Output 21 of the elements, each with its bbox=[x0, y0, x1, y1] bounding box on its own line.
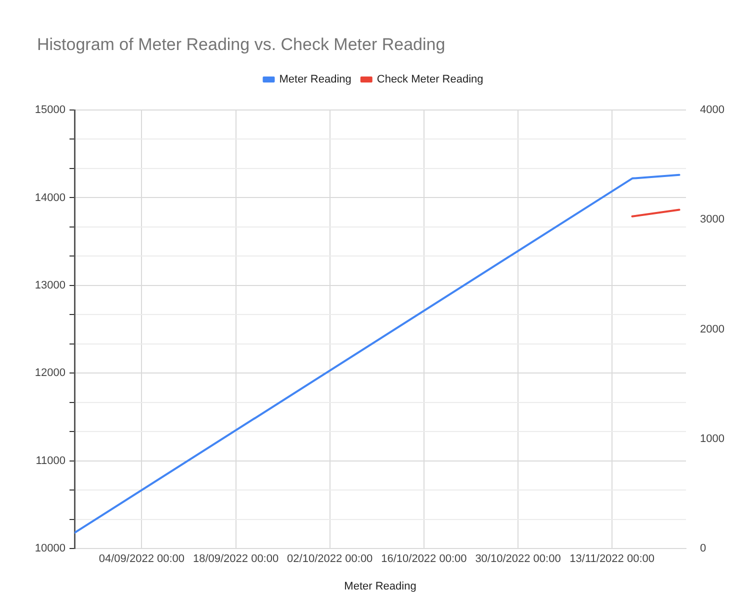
y-tick-label: 14000 bbox=[34, 192, 66, 204]
x-tick-label: 02/10/2022 00:00 bbox=[287, 553, 373, 566]
y2-tick-label: 4000 bbox=[700, 104, 724, 116]
legend-label: Meter Reading bbox=[279, 74, 352, 86]
y2-tick-label: 3000 bbox=[700, 214, 724, 226]
y2-tick-label: 1000 bbox=[700, 432, 724, 445]
x-tick-label: 18/09/2022 00:00 bbox=[192, 553, 279, 566]
y-tick-label: 10000 bbox=[34, 542, 66, 555]
y-tick-label: 11000 bbox=[36, 454, 66, 467]
y-tick-label: 13000 bbox=[34, 279, 66, 292]
y-tick-label: 15000 bbox=[34, 104, 66, 116]
y2-tick-label: 0 bbox=[700, 542, 706, 555]
legend-label: Check Meter Reading bbox=[376, 74, 484, 86]
y-tick-label: 12000 bbox=[34, 367, 66, 380]
x-tick-label: 13/11/2022 00:00 bbox=[570, 553, 654, 566]
x-tick-label: 16/10/2022 00:00 bbox=[381, 553, 467, 566]
x-tick-label: 04/09/2022 00:00 bbox=[98, 553, 185, 566]
y2-tick-label: 2000 bbox=[700, 323, 724, 336]
x-tick-label: 30/10/2022 00:00 bbox=[475, 553, 561, 566]
x-axis-title: Meter Reading bbox=[344, 580, 416, 592]
chart-title: Histogram of Meter Reading vs. Check Meter Reading bbox=[37, 35, 446, 55]
